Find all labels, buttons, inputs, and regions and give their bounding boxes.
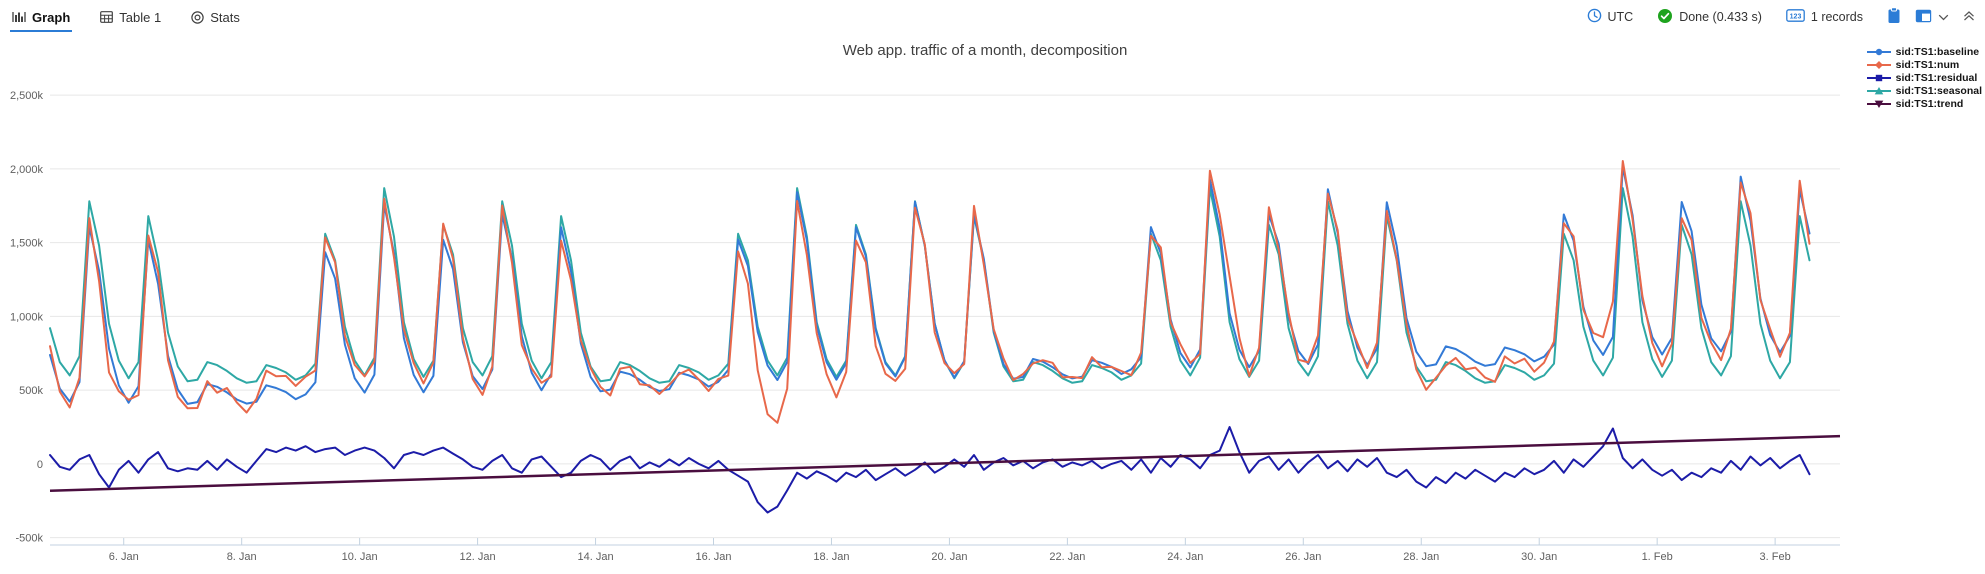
timezone-selector[interactable]: UTC	[1587, 8, 1634, 26]
bar-chart-icon	[12, 11, 26, 23]
legend-item-num[interactable]: sid:TS1:num	[1866, 59, 1982, 71]
trend-line	[49, 434, 1841, 492]
tab-bar: Graph Table 1 Stats	[0, 0, 268, 34]
clock-icon	[1587, 8, 1602, 26]
y-axis-tick-label: 1,000k	[10, 311, 44, 323]
double-chevron-up-icon	[1963, 10, 1975, 25]
record-count: 123 1 records	[1786, 9, 1863, 25]
x-axis-tick-label: 14. Jan	[578, 551, 614, 563]
legend-label: sid:TS1:residual	[1895, 72, 1978, 84]
legend-item-residual[interactable]: sid:TS1:residual	[1866, 72, 1982, 84]
x-axis-tick-label: 3. Feb	[1760, 551, 1791, 563]
query-status-label: Done (0.433 s)	[1679, 10, 1762, 24]
x-axis-tick-label: 16. Jan	[695, 551, 731, 563]
x-axis-tick-label: 26. Jan	[1285, 551, 1321, 563]
tab-stats-label: Stats	[210, 9, 240, 25]
tab-stats[interactable]: Stats	[189, 0, 242, 34]
circle-marker-icon	[1866, 48, 1891, 56]
clipboard-icon	[1887, 7, 1901, 27]
triangle-down-marker-icon	[1866, 100, 1891, 108]
chart-title: Web app. traffic of a month, decompositi…	[842, 42, 1128, 59]
x-axis-tick-label: 6. Jan	[109, 551, 139, 563]
tab-graph[interactable]: Graph	[10, 0, 73, 34]
y-axis-tick-label: 0	[37, 459, 43, 471]
x-axis-tick-label: 1. Feb	[1642, 551, 1673, 563]
toolbar: Graph Table 1 Stats	[0, 0, 1985, 34]
legend-label: sid:TS1:num	[1895, 59, 1960, 71]
legend-label: sid:TS1:baseline	[1895, 46, 1980, 58]
copy-results-button[interactable]	[1887, 7, 1901, 27]
success-check-icon	[1657, 8, 1673, 27]
layout-view-button[interactable]	[1915, 9, 1949, 26]
timezone-label: UTC	[1607, 10, 1634, 24]
x-axis-tick-label: 28. Jan	[1403, 551, 1439, 563]
legend-item-baseline[interactable]: sid:TS1:baseline	[1866, 46, 1982, 58]
x-axis-tick-label: 30. Jan	[1521, 551, 1557, 563]
number-badge-icon: 123	[1786, 9, 1805, 25]
tab-table-1[interactable]: Table 1	[98, 0, 163, 34]
triangle-up-marker-icon	[1866, 87, 1891, 95]
y-axis-tick-label: 2,500k	[10, 90, 44, 102]
legend-label: sid:TS1:seasonal	[1895, 85, 1982, 97]
layout-panel-icon	[1915, 9, 1932, 26]
x-axis-tick-label: 24. Jan	[1167, 551, 1203, 563]
legend-item-seasonal[interactable]: sid:TS1:seasonal	[1866, 85, 1982, 97]
x-axis-tick-label: 18. Jan	[813, 551, 849, 563]
x-axis-tick-label: 12. Jan	[460, 551, 496, 563]
legend-label: sid:TS1:trend	[1895, 98, 1964, 110]
legend-item-trend[interactable]: sid:TS1:trend	[1866, 98, 1982, 110]
collapse-panel-button[interactable]	[1963, 10, 1975, 25]
x-axis-tick-label: 8. Jan	[227, 551, 257, 563]
y-axis-tick-label: 500k	[19, 385, 43, 397]
series-line	[49, 426, 1811, 514]
query-status: Done (0.433 s)	[1657, 8, 1762, 27]
y-axis-tick-label: 1,500k	[10, 238, 44, 250]
square-marker-icon	[1866, 74, 1891, 82]
diamond-marker-icon	[1866, 61, 1891, 69]
svg-text:123: 123	[1790, 13, 1802, 20]
stats-icon	[191, 10, 204, 24]
x-axis-tick-label: 20. Jan	[931, 551, 967, 563]
table-icon	[100, 11, 114, 23]
series-line	[49, 160, 1811, 424]
chart-legend: sid:TS1:baseline sid:TS1:num sid:TS1:resid…	[1866, 46, 1982, 110]
x-axis-tick-label: 22. Jan	[1049, 551, 1085, 563]
tab-table-1-label: Table 1	[119, 9, 162, 25]
status-bar: UTC Done (0.433 s) 123 1 records	[1587, 7, 1985, 27]
tab-graph-label: Graph	[32, 9, 71, 25]
y-axis-tick-label: 2,000k	[10, 164, 44, 176]
y-axis-tick-label: -500k	[15, 533, 43, 545]
record-count-label: 1 records	[1810, 10, 1863, 24]
x-axis-tick-label: 10. Jan	[342, 551, 378, 563]
chevron-down-icon[interactable]	[1938, 10, 1949, 24]
